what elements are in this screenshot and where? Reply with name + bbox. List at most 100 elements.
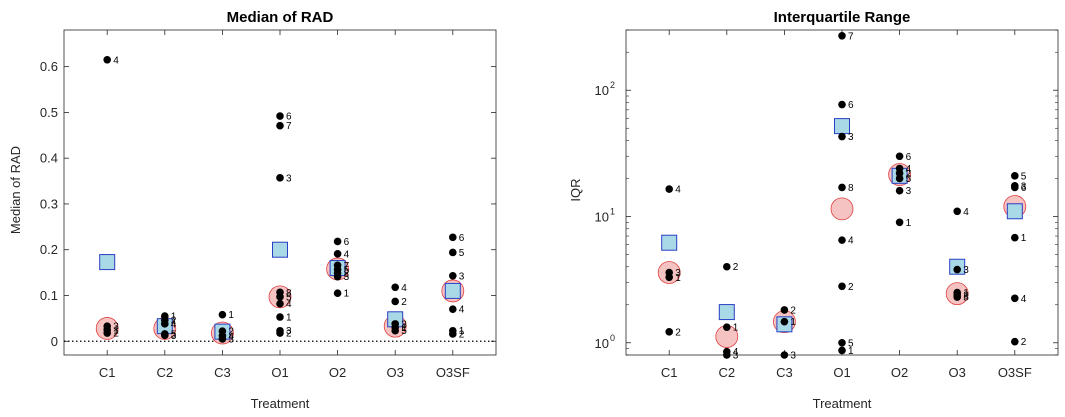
median-of-rad-panel: Median of RAD Treatment Median of RAD 0 0… — [8, 9, 497, 411]
y-axis-label: Median of RAD — [8, 146, 23, 234]
x-tick-label: O2 — [329, 365, 346, 380]
data-point — [895, 169, 904, 178]
data-point-label: 3 — [286, 173, 292, 184]
data-point-label: 3 — [1021, 181, 1027, 192]
data-point-label: 1 — [286, 313, 292, 324]
data-point-label: 1 — [228, 310, 234, 321]
data-point-label: 1 — [171, 312, 177, 323]
data-point-label: 3 — [963, 265, 969, 276]
data-point — [1011, 337, 1019, 346]
x-tick-label: O1 — [271, 365, 288, 380]
data-point — [449, 248, 457, 257]
data-point — [723, 262, 731, 271]
data-point-label: 5 — [906, 174, 912, 185]
y-tick-label: 0.5 — [40, 105, 58, 120]
data-point — [838, 31, 846, 40]
y-axis-label: IQR — [568, 178, 583, 201]
data-point-label: 1 — [675, 273, 681, 284]
y-tick-label-exponent: 1 — [610, 207, 615, 217]
data-point — [895, 218, 904, 227]
data-point — [665, 328, 673, 336]
data-point — [1011, 233, 1019, 242]
data-point-label: 3 — [790, 351, 796, 362]
data-point — [895, 174, 904, 183]
data-point-label: 2 — [733, 262, 739, 273]
chart-title: Median of RAD — [227, 9, 334, 26]
data-point — [723, 323, 731, 331]
data-point-label: 1 — [733, 323, 739, 334]
data-point-label: 6 — [286, 112, 292, 123]
data-point-label: 1 — [344, 289, 350, 300]
data-point — [103, 329, 111, 337]
data-point — [103, 55, 111, 64]
data-point-label: 3 — [286, 326, 292, 337]
data-point-label: 4 — [286, 299, 292, 310]
data-point-label: 4 — [675, 185, 681, 196]
data-point-label: 6 — [1021, 183, 1027, 194]
data-point-label: 5 — [286, 292, 292, 303]
x-axis-label: Treatment — [251, 396, 310, 411]
data-point-label: 4 — [963, 207, 969, 218]
data-point-label: 1 — [401, 323, 407, 334]
data-point-label: 4 — [401, 283, 407, 294]
data-point — [449, 233, 457, 242]
data-point-label: 4 — [171, 319, 177, 330]
data-point-label: 1 — [963, 288, 969, 299]
x-tick-label: C3 — [776, 365, 793, 380]
data-point-label: 2 — [963, 290, 969, 301]
data-point — [218, 335, 227, 343]
x-tick-label: O3 — [387, 365, 404, 380]
y-tick-label: 0.1 — [40, 288, 58, 303]
data-point — [838, 100, 846, 109]
data-point — [276, 121, 284, 130]
data-point — [838, 346, 846, 355]
y-tick-label: 0.6 — [40, 59, 58, 74]
data-point — [953, 265, 961, 274]
data-point — [391, 283, 400, 292]
y-tick-label-exponent: 2 — [610, 80, 615, 90]
y-tick-label: 10 — [595, 83, 609, 98]
data-point — [276, 293, 284, 301]
data-point-label: 2 — [906, 169, 912, 180]
data-point — [276, 112, 284, 120]
x-tick-label: O2 — [891, 365, 908, 380]
data-point-label: 3 — [113, 322, 119, 333]
data-point-label: 5 — [963, 293, 969, 304]
data-point-label: 7 — [286, 121, 292, 132]
data-point — [276, 174, 284, 182]
data-point-label: 3 — [906, 186, 912, 197]
data-point — [953, 293, 961, 301]
x-tick-label: C3 — [214, 365, 231, 380]
data-point — [838, 282, 846, 291]
data-point — [218, 310, 227, 319]
data-point — [449, 330, 457, 338]
data-point-label: 5 — [344, 265, 350, 276]
data-point-label: 7 — [848, 31, 854, 42]
data-point-label: 1 — [1021, 233, 1027, 244]
data-point-label: 3 — [401, 319, 407, 330]
data-point-label: 2 — [1021, 337, 1027, 348]
data-point-label: 4 — [1021, 294, 1027, 305]
x-tick-label: C1 — [99, 365, 116, 380]
data-point-label: 4 — [906, 164, 912, 175]
x-tick-label: O3SF — [436, 365, 470, 380]
data-point — [449, 305, 457, 314]
data-point — [838, 338, 846, 347]
y-tick-label-exponent: 0 — [610, 333, 615, 343]
data-point-label: 4 — [733, 347, 739, 358]
data-point-label: 5 — [171, 329, 177, 340]
data-point-label: 3 — [848, 132, 854, 143]
data-point-label: 2 — [171, 316, 177, 327]
data-point — [276, 299, 284, 308]
data-point-label: 2 — [344, 269, 350, 280]
data-point-label: 3 — [733, 351, 739, 362]
data-point-label: 5 — [1021, 171, 1027, 182]
plot-area — [625, 29, 1059, 356]
data-point-label: 2 — [228, 327, 234, 338]
data-point-label: 3 — [459, 271, 465, 282]
data-point — [391, 326, 400, 335]
mean-marker — [272, 241, 288, 258]
data-point-label: 7 — [344, 261, 350, 272]
data-point-label: 2 — [675, 327, 681, 338]
